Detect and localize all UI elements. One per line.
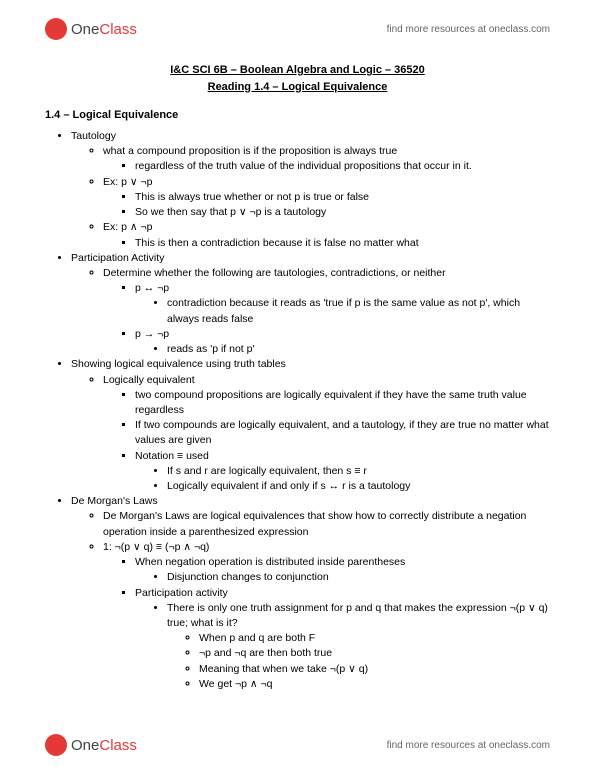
text: When negation operation is distributed i… (135, 556, 405, 568)
text: p → ¬p (135, 328, 169, 340)
logo-text-footer: OneClass (71, 737, 137, 754)
text: contradiction because it reads as 'true … (167, 297, 520, 324)
list-item: Participation Activity Determine whether… (71, 251, 550, 358)
list-item: When p and q are both F (199, 631, 550, 646)
resources-link-bottom[interactable]: find more resources at oneclass.com (387, 740, 550, 751)
text: If s and r are logically equivalent, the… (167, 465, 367, 477)
list-item: Disjunction changes to conjunction (167, 570, 550, 585)
text: regardless of the truth value of the ind… (135, 160, 472, 172)
text: Showing logical equivalence using truth … (71, 358, 286, 370)
header: OneClass find more resources at oneclass… (45, 18, 550, 40)
logo-part1: One (71, 737, 99, 754)
list-item: Logically equivalent two compound propos… (103, 373, 550, 495)
logo-part2: Class (99, 737, 137, 754)
title-block: I&C SCI 6B – Boolean Algebra and Logic –… (45, 62, 550, 95)
text: Determine whether the following are taut… (103, 267, 446, 279)
title-line-1: I&C SCI 6B – Boolean Algebra and Logic –… (45, 62, 550, 79)
text: reads as 'p if not p' (167, 343, 254, 355)
list-item: If s and r are logically equivalent, the… (167, 464, 550, 479)
footer: OneClass find more resources at oneclass… (45, 734, 550, 756)
text: Meaning that when we take ¬(p ∨ q) (199, 663, 368, 675)
list-item: contradiction because it reads as 'true … (167, 296, 550, 326)
text: There is only one truth assignment for p… (167, 602, 548, 629)
text: Participation Activity (71, 252, 164, 264)
text: De Morgan's Laws (71, 495, 158, 507)
list-item: If two compounds are logically equivalen… (135, 418, 550, 448)
list-item: There is only one truth assignment for p… (167, 601, 550, 692)
list-item: p → ¬p reads as 'p if not p' (135, 327, 550, 357)
text: If two compounds are logically equivalen… (135, 419, 549, 446)
list-item: Ex: p ∨ ¬p This is always true whether o… (103, 175, 550, 221)
text: p ↔ ¬p (135, 282, 169, 294)
text: Ex: p ∧ ¬p (103, 221, 152, 233)
list-item: De Morgan's Laws are logical equivalence… (103, 509, 550, 539)
list-item: Showing logical equivalence using truth … (71, 357, 550, 494)
list-item: ¬p and ¬q are then both true (199, 646, 550, 661)
list-item: p ↔ ¬p contradiction because it reads as… (135, 281, 550, 327)
logo-footer: OneClass (45, 734, 137, 756)
text: When p and q are both F (199, 632, 315, 644)
text: Participation activity (135, 587, 228, 599)
text: We get ¬p ∧ ¬q (199, 678, 272, 690)
text: This is then a contradiction because it … (135, 237, 419, 249)
logo-part2: Class (99, 21, 137, 38)
list-item: De Morgan's Laws De Morgan's Laws are lo… (71, 494, 550, 692)
list-item: Tautology what a compound proposition is… (71, 129, 550, 251)
list-item: Determine whether the following are taut… (103, 266, 550, 357)
list-item: regardless of the truth value of the ind… (135, 159, 550, 174)
list-item: We get ¬p ∧ ¬q (199, 677, 550, 692)
list-item: Notation ≡ used If s and r are logically… (135, 449, 550, 495)
text: ¬p and ¬q are then both true (199, 647, 332, 659)
text: De Morgan's Laws are logical equivalence… (103, 510, 526, 537)
list-item: Ex: p ∧ ¬p This is then a contradiction … (103, 220, 550, 250)
logo: OneClass (45, 18, 137, 40)
section-heading: 1.4 – Logical Equivalence (45, 109, 550, 121)
text: Ex: p ∨ ¬p (103, 176, 152, 188)
text: Logically equivalent (103, 374, 195, 386)
list-item: Meaning that when we take ¬(p ∨ q) (199, 662, 550, 677)
text: So we then say that p ∨ ¬p is a tautolog… (135, 206, 326, 218)
outline-root: Tautology what a compound proposition is… (45, 129, 550, 692)
text: Disjunction changes to conjunction (167, 571, 329, 583)
text: Tautology (71, 130, 116, 142)
text: what a compound proposition is if the pr… (103, 145, 397, 157)
list-item: So we then say that p ∨ ¬p is a tautolog… (135, 205, 550, 220)
list-item: two compound propositions are logically … (135, 388, 550, 418)
resources-link-top[interactable]: find more resources at oneclass.com (387, 24, 550, 35)
list-item: 1: ¬(p ∨ q) ≡ (¬p ∧ ¬q) When negation op… (103, 540, 550, 692)
list-item: Logically equivalent if and only if s ↔ … (167, 479, 550, 494)
text: Notation ≡ used (135, 450, 209, 462)
list-item: Participation activity There is only one… (135, 586, 550, 693)
title-line-2: Reading 1.4 – Logical Equivalence (45, 79, 550, 96)
list-item: reads as 'p if not p' (167, 342, 550, 357)
list-item: When negation operation is distributed i… (135, 555, 550, 585)
logo-circle-icon (45, 734, 67, 756)
logo-text: OneClass (71, 21, 137, 38)
logo-part1: One (71, 21, 99, 38)
text: This is always true whether or not p is … (135, 191, 369, 203)
text: Logically equivalent if and only if s ↔ … (167, 480, 410, 492)
list-item: This is always true whether or not p is … (135, 190, 550, 205)
list-item: This is then a contradiction because it … (135, 236, 550, 251)
list-item: what a compound proposition is if the pr… (103, 144, 550, 174)
content-body: Tautology what a compound proposition is… (45, 129, 550, 692)
logo-circle-icon (45, 18, 67, 40)
text: two compound propositions are logically … (135, 389, 527, 416)
text: 1: ¬(p ∨ q) ≡ (¬p ∧ ¬q) (103, 541, 209, 553)
